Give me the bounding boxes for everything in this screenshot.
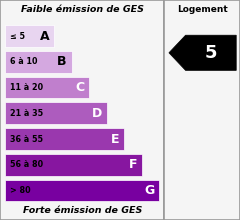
Bar — [5, 77, 89, 99]
Text: F: F — [128, 158, 137, 171]
Bar — [5, 128, 124, 150]
Text: C: C — [75, 81, 84, 94]
Text: 5: 5 — [205, 44, 217, 62]
Text: ≤ 5: ≤ 5 — [10, 32, 25, 41]
Text: Faible émission de GES: Faible émission de GES — [21, 6, 144, 15]
Text: 36 à 55: 36 à 55 — [10, 134, 43, 143]
Text: 56 à 80: 56 à 80 — [10, 160, 43, 169]
Text: 11 à 20: 11 à 20 — [10, 83, 43, 92]
Text: 6 à 10: 6 à 10 — [10, 57, 37, 66]
Text: > 80: > 80 — [10, 186, 30, 195]
Text: E: E — [111, 132, 119, 145]
Bar — [5, 25, 54, 47]
Text: A: A — [39, 30, 49, 43]
Text: D: D — [91, 107, 102, 120]
Text: Forte émission de GES: Forte émission de GES — [23, 205, 142, 214]
Bar — [5, 154, 142, 176]
Bar — [5, 51, 72, 73]
Text: 21 à 35: 21 à 35 — [10, 109, 43, 118]
Polygon shape — [169, 35, 236, 70]
Bar — [5, 102, 107, 124]
Text: B: B — [57, 55, 67, 68]
Bar — [5, 180, 159, 201]
Text: G: G — [144, 184, 155, 197]
Text: Logement: Logement — [177, 6, 228, 15]
